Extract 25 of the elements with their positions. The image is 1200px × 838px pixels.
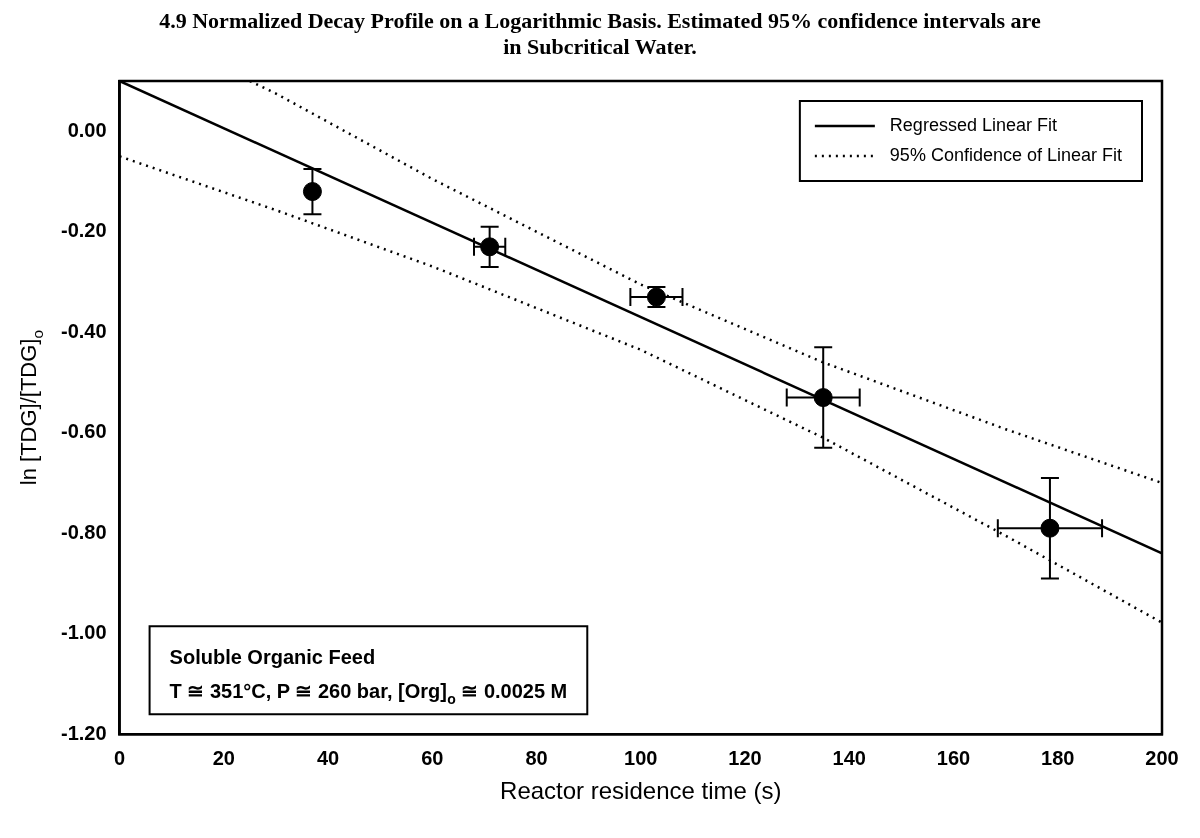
y-tick-label: -0.60 <box>60 420 107 443</box>
y-axis-title: ln [TDG]/[TDG]o <box>16 329 46 486</box>
y-tick-label: -0.80 <box>60 520 107 543</box>
x-tick-label: 40 <box>316 746 340 769</box>
annotation: Soluble Organic Feed <box>169 646 376 669</box>
legend-label: Regressed Linear Fit <box>889 114 1057 135</box>
x-tick-label: 60 <box>421 746 444 769</box>
x-tick-label: 160 <box>936 746 971 769</box>
x-tick-label: 80 <box>525 746 548 769</box>
x-tick-label: 20 <box>212 746 235 769</box>
y-tick-label: 0.00 <box>67 118 107 141</box>
chart-subtitle: in Subcritical Water. <box>502 34 698 60</box>
x-tick-label: 100 <box>624 746 658 769</box>
chart-title: 4.9 Normalized Decay Profile on a Logarithmic Basis. Estimated 95% confidence intervals are <box>158 8 1042 34</box>
y-tick-label: -0.40 <box>60 319 107 342</box>
y-tick-label: -1.20 <box>60 721 107 744</box>
x-tick-label: 0 <box>114 746 126 769</box>
x-tick-label: 140 <box>832 746 866 769</box>
y-tick-label: -1.00 <box>60 621 107 644</box>
x-tick-label: 180 <box>1041 746 1075 769</box>
y-tick-label: -0.20 <box>60 219 107 242</box>
legend-label: 95% Confidence of Linear Fit <box>889 144 1122 165</box>
x-axis-title: Reactor residence time (s) <box>500 777 782 805</box>
x-tick-label: 120 <box>728 746 762 769</box>
x-tick-label: 200 <box>1145 746 1179 769</box>
